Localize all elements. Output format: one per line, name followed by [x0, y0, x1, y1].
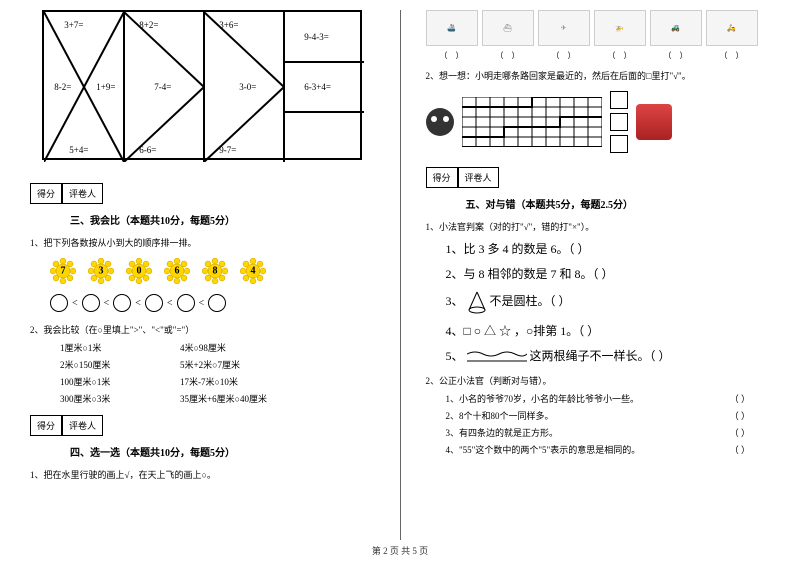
answer-slot[interactable]: （ ）: [650, 50, 702, 61]
answer-slot[interactable]: （ ）: [706, 50, 758, 61]
ship2-icon: ⛴: [482, 10, 534, 46]
answer-slot[interactable]: （ ）: [482, 50, 534, 61]
eq: 3-0=: [239, 82, 256, 92]
ship-icon: 🚢: [426, 10, 478, 46]
answer-slot[interactable]: （ ）: [538, 50, 590, 61]
vehicle-images: 🚢 ⛴ ✈ 🚁 🚜 🛵: [426, 10, 771, 46]
grader-label: 评卷人: [62, 415, 103, 436]
q5-2: 2、公正小法官（判断对与错）。: [426, 374, 771, 387]
path-choice-box[interactable]: [610, 135, 628, 153]
eq: 9-7=: [219, 145, 236, 155]
wavy-lines-icon: [467, 350, 527, 364]
cone-icon: [467, 290, 487, 314]
eq: 3+6=: [219, 20, 238, 30]
small-judge: 4、"55"这个数中的两个"5"表示的意思是相同的。（ ）: [446, 443, 771, 456]
judge-item: 5、 这两根绳子不一样长。（ ）: [446, 347, 771, 364]
eq: 8-2=: [54, 82, 71, 92]
section-5-title: 五、对与错（本题共5分，每题2.5分）: [466, 196, 771, 211]
eq: 7-4=: [154, 82, 171, 92]
answer-circle[interactable]: [82, 294, 100, 312]
judge-item: 4、□ ○ △ ☆ ，○排第 1。（ ）: [446, 322, 771, 339]
grid-path: [462, 97, 602, 147]
answer-slot[interactable]: （ ）: [426, 50, 478, 61]
eq: 9-4-3=: [304, 32, 329, 42]
judge-item: 1、比 3 多 4 的数是 6。（ ）: [446, 240, 771, 257]
path-choice-box[interactable]: [610, 91, 628, 109]
compare-row: 300厘米○3米35厘米+6厘米○40厘米: [60, 392, 375, 405]
compare-row: 2米○150厘米5米+2米○7厘米: [60, 358, 375, 371]
score-box: 得分 评卷人: [426, 167, 771, 188]
eq: 8+2=: [139, 20, 158, 30]
ordering-circles: <<<<<: [50, 294, 375, 312]
eq: 3+7=: [64, 20, 83, 30]
math-equations-grid: 3+7= 8+2= 3+6= 9-4-3= 8-2= 1+9= 7-4= 3-0…: [42, 10, 362, 160]
person-icon: [426, 108, 454, 136]
answer-circle[interactable]: [177, 294, 195, 312]
column-divider: [400, 10, 401, 540]
flower: 0: [126, 258, 152, 284]
eq: 5+4=: [69, 145, 88, 155]
compare-row: 100厘米○1米17米-7米○10米: [60, 375, 375, 388]
small-judge: 3、有四条边的就是正方形。（ ）: [446, 426, 771, 439]
section-3-title: 三、我会比（本题共10分，每题5分）: [70, 212, 375, 227]
grader-label: 评卷人: [62, 183, 103, 204]
score-box: 得分 评卷人: [30, 415, 375, 436]
house-icon: [636, 104, 672, 140]
answer-circle[interactable]: [145, 294, 163, 312]
plane-icon: ✈: [538, 10, 590, 46]
score-label: 得分: [30, 415, 62, 436]
q3-1: 1、把下列各数按从小到大的顺序排一排。: [30, 236, 375, 249]
answer-circle[interactable]: [50, 294, 68, 312]
small-judge: 2、8个十和80个一同样多。（ ）: [446, 409, 771, 422]
grader-label: 评卷人: [458, 167, 499, 188]
flower: 4: [240, 258, 266, 284]
path-diagram: [426, 91, 771, 153]
compare-row: 1厘米○1米4米○98厘米: [60, 341, 375, 354]
q3-2: 2、我会比较（在○里填上">"、"<"或"="）: [30, 323, 375, 336]
score-box: 得分 评卷人: [30, 183, 375, 204]
flower: 7: [50, 258, 76, 284]
answer-circle[interactable]: [113, 294, 131, 312]
section-4-title: 四、选一选（本题共10分，每题5分）: [70, 444, 375, 459]
eq: 6-3+4=: [304, 82, 331, 92]
eq: 6-6=: [139, 145, 156, 155]
flower: 3: [88, 258, 114, 284]
score-label: 得分: [426, 167, 458, 188]
small-judge: 1、小名的爷爷70岁，小名的年龄比爷爷小一些。（ ）: [446, 392, 771, 405]
q4-1: 1、把在水里行驶的画上√，在天上飞的画上○。: [30, 468, 375, 481]
flower: 6: [164, 258, 190, 284]
truck-icon: 🚜: [650, 10, 702, 46]
judge-item: 2、与 8 相邻的数是 7 和 8。（ ）: [446, 265, 771, 282]
judge-item: 3、 不是圆柱。（ ）: [446, 290, 771, 314]
helicopter-icon: 🚁: [594, 10, 646, 46]
flower: 8: [202, 258, 228, 284]
q5-1: 1、小法官判案（对的打"√"，错的打"×"）。: [426, 220, 771, 233]
answer-slot[interactable]: （ ）: [594, 50, 646, 61]
score-label: 得分: [30, 183, 62, 204]
answer-circle[interactable]: [208, 294, 226, 312]
bike-icon: 🛵: [706, 10, 758, 46]
eq: 1+9=: [96, 82, 115, 92]
q4-2: 2、想一想：小明走哪条路回家是最近的，然后在后面的□里打"√"。: [426, 69, 771, 82]
vehicle-answer-slots: （ ） （ ） （ ） （ ） （ ） （ ）: [426, 50, 771, 61]
path-choice-box[interactable]: [610, 113, 628, 131]
flower-numbers: 7 3 0 6 8 4: [50, 258, 375, 284]
page-footer: 第 2 页 共 5 页: [0, 544, 800, 557]
